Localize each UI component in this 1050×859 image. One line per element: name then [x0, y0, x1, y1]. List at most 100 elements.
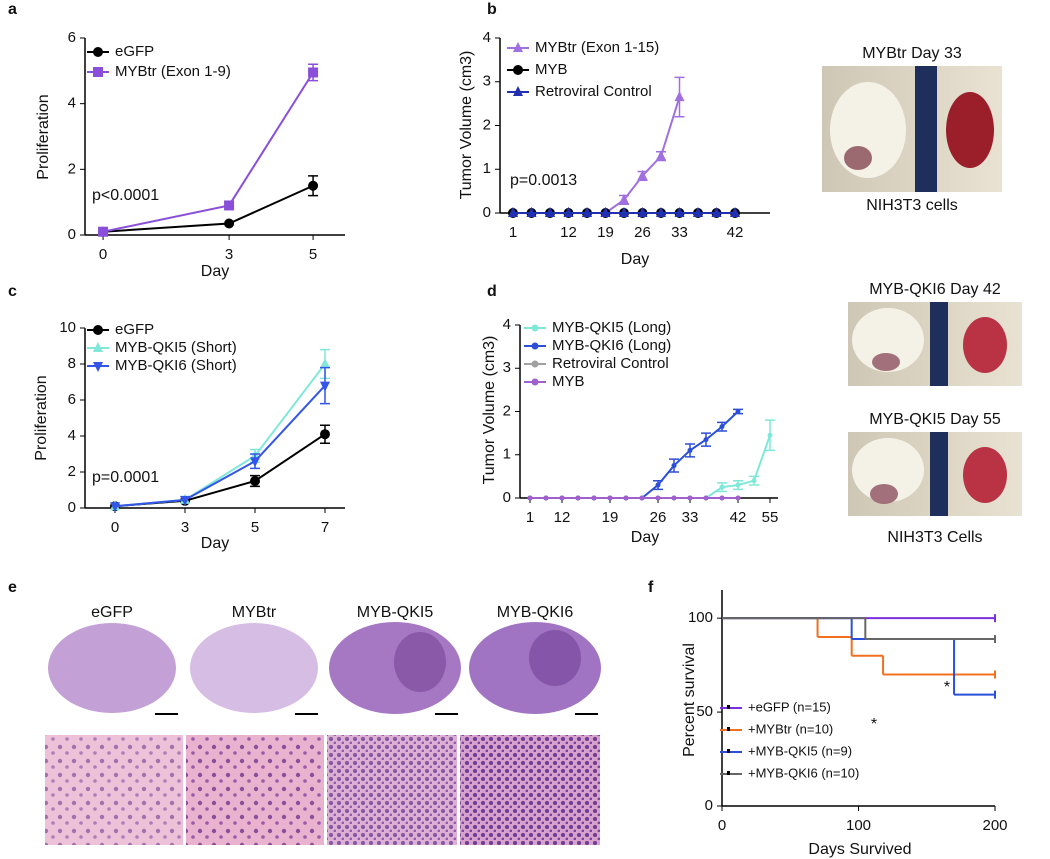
- marker: [674, 207, 685, 217]
- marker: [527, 495, 533, 501]
- y-tick-label: 4: [483, 29, 491, 46]
- marker: [703, 437, 709, 443]
- y-axis-label: Percent survival: [681, 643, 698, 757]
- marker: [513, 65, 523, 75]
- y-tick-label: 1: [503, 446, 511, 463]
- marker: [93, 342, 103, 352]
- marker: [563, 207, 574, 217]
- marker: [531, 378, 539, 386]
- marker: [655, 482, 661, 488]
- marker: [735, 495, 741, 501]
- series-line: [530, 410, 739, 499]
- legend-label: MYB-QKI6 (Short): [115, 357, 237, 374]
- marker: [637, 169, 648, 180]
- legend-label: MYB-QKI5 (Short): [115, 339, 237, 356]
- marker: [93, 47, 103, 57]
- panel-letter: f: [648, 579, 654, 596]
- x-tick-label: 19: [602, 509, 619, 526]
- marker: [719, 424, 725, 430]
- legend-tick: [727, 705, 730, 709]
- x-tick-label: 26: [634, 224, 651, 241]
- legend-label: +MYBtr (n=10): [748, 721, 833, 736]
- marker: [607, 495, 613, 501]
- y-tick-label: 10: [59, 319, 76, 336]
- y-axis-label: Proliferation: [35, 94, 52, 179]
- legend-label: MYB-QKI5 (Long): [552, 319, 671, 336]
- marker: [559, 495, 565, 501]
- legend-label: MYBtr (Exon 1-15): [535, 39, 659, 56]
- marker: [637, 207, 648, 217]
- x-tick-label: 0: [111, 519, 119, 536]
- marker: [93, 362, 103, 372]
- annotation: *: [871, 716, 877, 733]
- marker: [600, 207, 611, 217]
- marker: [98, 226, 109, 237]
- photo-title: MYBtr Day 33: [862, 45, 962, 62]
- x-tick-label: 33: [671, 224, 688, 241]
- marker: [719, 484, 725, 490]
- photo-mouse-d1: [848, 302, 1022, 386]
- y-tick-label: 6: [68, 391, 76, 408]
- marker: [619, 207, 629, 217]
- series-line: [513, 96, 681, 214]
- x-tick-label: 200: [982, 817, 1007, 834]
- x-tick-label: 42: [730, 509, 747, 526]
- marker: [308, 180, 319, 191]
- x-axis-label: Day: [201, 263, 229, 280]
- annotation: p<0.0001: [92, 187, 159, 204]
- y-tick-label: 3: [503, 359, 511, 376]
- marker: [767, 432, 773, 438]
- photo-caption: NIH3T3 cells: [866, 197, 958, 214]
- x-tick-label: 19: [597, 224, 614, 241]
- y-tick-label: 4: [68, 427, 76, 444]
- x-tick-label: 100: [846, 817, 871, 834]
- photo-mouse-b: [822, 66, 1002, 192]
- y-tick-label: 6: [68, 29, 76, 46]
- annotation: p=0.0013: [510, 172, 577, 189]
- y-tick-label: 0: [503, 489, 511, 506]
- series-line: [530, 434, 771, 499]
- marker: [671, 495, 677, 501]
- legend-label: eGFP: [115, 43, 154, 60]
- marker: [320, 358, 330, 368]
- histology-images: [45, 622, 601, 845]
- y-tick-label: 50: [696, 703, 713, 720]
- marker: [250, 457, 260, 468]
- panel-letter: b: [487, 1, 497, 18]
- panel-letter: a: [8, 1, 17, 18]
- y-tick-label: 2: [68, 160, 76, 177]
- y-tick-label: 0: [68, 499, 76, 516]
- legend-label: MYB: [552, 373, 585, 390]
- marker: [655, 495, 661, 501]
- marker: [180, 495, 190, 506]
- y-axis-label: Tumor Volume (cm3): [481, 336, 498, 485]
- x-tick-label: 5: [251, 519, 259, 536]
- x-tick-label: 0: [718, 817, 726, 834]
- y-tick-label: 0: [68, 226, 76, 243]
- marker: [508, 207, 518, 217]
- x-tick-label: 42: [727, 224, 744, 241]
- marker: [619, 193, 629, 204]
- marker: [735, 482, 741, 488]
- photo-caption: NIH3T3 Cells: [887, 529, 982, 546]
- marker: [526, 207, 537, 217]
- panel-letter: c: [8, 283, 17, 300]
- marker: [582, 207, 592, 217]
- photo-title: MYB-QKI5 Day 55: [869, 411, 1001, 428]
- marker: [110, 502, 120, 513]
- legend-tick: [727, 749, 730, 753]
- legend-label: eGFP: [115, 321, 154, 338]
- marker: [531, 342, 539, 350]
- marker: [687, 495, 693, 501]
- x-axis-label: Day: [621, 251, 649, 268]
- x-axis-label: Day: [201, 535, 229, 552]
- marker: [513, 42, 523, 52]
- histology-label: MYB-QKI5: [357, 604, 434, 621]
- y-tick-label: 100: [688, 609, 713, 626]
- x-tick-label: 3: [181, 519, 189, 536]
- legend-label: MYB: [535, 61, 568, 78]
- marker: [719, 495, 725, 501]
- panel-letter: e: [8, 579, 17, 596]
- marker: [671, 463, 677, 469]
